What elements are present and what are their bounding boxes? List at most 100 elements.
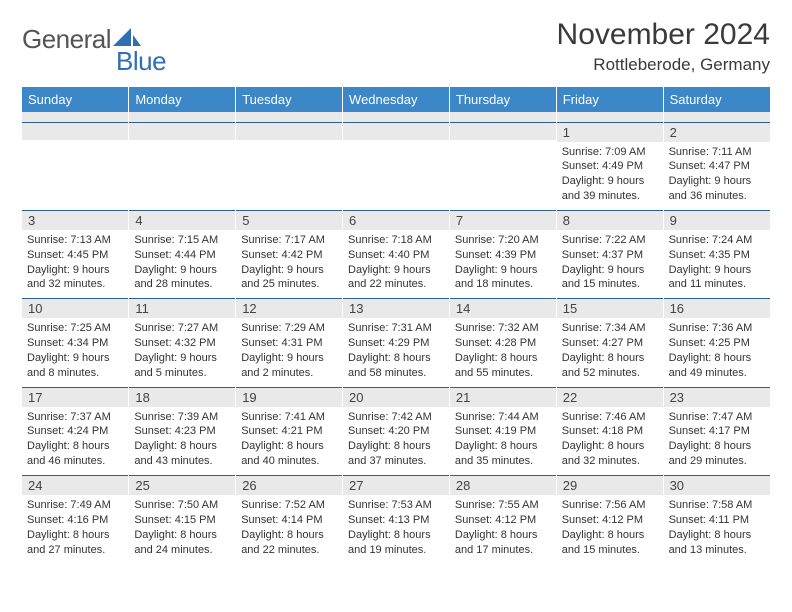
sunrise-line: Sunrise: 7:39 AM	[134, 410, 230, 425]
day-number: 14	[450, 299, 556, 318]
sunset-line: Sunset: 4:13 PM	[348, 513, 444, 528]
day-data: Sunrise: 7:27 AMSunset: 4:32 PMDaylight:…	[129, 318, 235, 386]
sunset-line: Sunset: 4:25 PM	[669, 336, 765, 351]
day-data: Sunrise: 7:44 AMSunset: 4:19 PMDaylight:…	[450, 407, 556, 475]
daylight-line: Daylight: 9 hours and 5 minutes.	[134, 351, 230, 381]
day-data: Sunrise: 7:29 AMSunset: 4:31 PMDaylight:…	[236, 318, 342, 386]
daylight-line: Daylight: 8 hours and 24 minutes.	[134, 528, 230, 558]
calendar-table: SundayMondayTuesdayWednesdayThursdayFrid…	[22, 87, 770, 563]
sunset-line: Sunset: 4:47 PM	[669, 159, 765, 174]
day-data: Sunrise: 7:18 AMSunset: 4:40 PMDaylight:…	[343, 230, 449, 298]
calendar-cell: 10Sunrise: 7:25 AMSunset: 4:34 PMDayligh…	[22, 299, 129, 387]
sunset-line: Sunset: 4:32 PM	[134, 336, 230, 351]
sunset-line: Sunset: 4:35 PM	[669, 248, 765, 263]
day-data: Sunrise: 7:34 AMSunset: 4:27 PMDaylight:…	[557, 318, 663, 386]
weekday-header: Friday	[556, 87, 663, 112]
sunset-line: Sunset: 4:28 PM	[455, 336, 551, 351]
day-number: 24	[22, 476, 128, 495]
weekday-header: Wednesday	[343, 87, 450, 112]
daylight-line: Daylight: 9 hours and 32 minutes.	[27, 263, 123, 293]
day-number	[343, 123, 449, 140]
day-number: 23	[664, 388, 770, 407]
sunset-line: Sunset: 4:17 PM	[669, 424, 765, 439]
daylight-line: Daylight: 8 hours and 19 minutes.	[348, 528, 444, 558]
sunrise-line: Sunrise: 7:44 AM	[455, 410, 551, 425]
daylight-line: Daylight: 8 hours and 52 minutes.	[562, 351, 658, 381]
day-data: Sunrise: 7:50 AMSunset: 4:15 PMDaylight:…	[129, 495, 235, 563]
daylight-line: Daylight: 8 hours and 29 minutes.	[669, 439, 765, 469]
calendar-cell: 27Sunrise: 7:53 AMSunset: 4:13 PMDayligh…	[343, 476, 450, 564]
day-data: Sunrise: 7:55 AMSunset: 4:12 PMDaylight:…	[450, 495, 556, 563]
day-number	[129, 123, 235, 140]
sunrise-line: Sunrise: 7:29 AM	[241, 321, 337, 336]
day-number: 11	[129, 299, 235, 318]
daylight-line: Daylight: 8 hours and 22 minutes.	[241, 528, 337, 558]
sunrise-line: Sunrise: 7:41 AM	[241, 410, 337, 425]
day-number: 13	[343, 299, 449, 318]
sunrise-line: Sunrise: 7:32 AM	[455, 321, 551, 336]
daylight-line: Daylight: 8 hours and 13 minutes.	[669, 528, 765, 558]
logo-text-blue: Blue	[116, 46, 166, 77]
page-title: November 2024	[557, 18, 770, 52]
sunrise-line: Sunrise: 7:49 AM	[27, 498, 123, 513]
calendar-cell: 3Sunrise: 7:13 AMSunset: 4:45 PMDaylight…	[22, 210, 129, 298]
sunrise-line: Sunrise: 7:22 AM	[562, 233, 658, 248]
sunset-line: Sunset: 4:40 PM	[348, 248, 444, 263]
daylight-line: Daylight: 8 hours and 35 minutes.	[455, 439, 551, 469]
calendar-week-row: 1Sunrise: 7:09 AMSunset: 4:49 PMDaylight…	[22, 122, 770, 210]
day-data: Sunrise: 7:15 AMSunset: 4:44 PMDaylight:…	[129, 230, 235, 298]
day-data	[343, 140, 449, 194]
sunrise-line: Sunrise: 7:42 AM	[348, 410, 444, 425]
sunrise-line: Sunrise: 7:53 AM	[348, 498, 444, 513]
daylight-line: Daylight: 9 hours and 8 minutes.	[27, 351, 123, 381]
daylight-line: Daylight: 8 hours and 43 minutes.	[134, 439, 230, 469]
day-data: Sunrise: 7:17 AMSunset: 4:42 PMDaylight:…	[236, 230, 342, 298]
daylight-line: Daylight: 9 hours and 22 minutes.	[348, 263, 444, 293]
day-data: Sunrise: 7:42 AMSunset: 4:20 PMDaylight:…	[343, 407, 449, 475]
sunset-line: Sunset: 4:16 PM	[27, 513, 123, 528]
day-data: Sunrise: 7:58 AMSunset: 4:11 PMDaylight:…	[664, 495, 770, 563]
day-number: 8	[557, 211, 663, 230]
sunset-line: Sunset: 4:44 PM	[134, 248, 230, 263]
calendar-cell: 9Sunrise: 7:24 AMSunset: 4:35 PMDaylight…	[663, 210, 770, 298]
calendar-cell	[22, 122, 129, 210]
sunrise-line: Sunrise: 7:18 AM	[348, 233, 444, 248]
logo-text-general: General	[22, 24, 111, 55]
day-number: 29	[557, 476, 663, 495]
calendar-cell: 21Sunrise: 7:44 AMSunset: 4:19 PMDayligh…	[449, 387, 556, 475]
daylight-line: Daylight: 8 hours and 55 minutes.	[455, 351, 551, 381]
calendar-cell: 29Sunrise: 7:56 AMSunset: 4:12 PMDayligh…	[556, 476, 663, 564]
calendar-cell: 8Sunrise: 7:22 AMSunset: 4:37 PMDaylight…	[556, 210, 663, 298]
daylight-line: Daylight: 8 hours and 27 minutes.	[27, 528, 123, 558]
sunset-line: Sunset: 4:37 PM	[562, 248, 658, 263]
sunrise-line: Sunrise: 7:56 AM	[562, 498, 658, 513]
calendar-cell	[129, 122, 236, 210]
daylight-line: Daylight: 9 hours and 36 minutes.	[669, 174, 765, 204]
day-number: 7	[450, 211, 556, 230]
sunrise-line: Sunrise: 7:27 AM	[134, 321, 230, 336]
sunset-line: Sunset: 4:12 PM	[455, 513, 551, 528]
calendar-cell: 2Sunrise: 7:11 AMSunset: 4:47 PMDaylight…	[663, 122, 770, 210]
day-number	[236, 123, 342, 140]
sunrise-line: Sunrise: 7:20 AM	[455, 233, 551, 248]
sunset-line: Sunset: 4:14 PM	[241, 513, 337, 528]
daylight-line: Daylight: 9 hours and 28 minutes.	[134, 263, 230, 293]
weekday-header: Saturday	[663, 87, 770, 112]
spacer-row	[22, 112, 770, 122]
sunset-line: Sunset: 4:21 PM	[241, 424, 337, 439]
day-data	[22, 140, 128, 194]
calendar-cell	[236, 122, 343, 210]
sunrise-line: Sunrise: 7:15 AM	[134, 233, 230, 248]
daylight-line: Daylight: 8 hours and 49 minutes.	[669, 351, 765, 381]
day-data	[236, 140, 342, 194]
day-data: Sunrise: 7:49 AMSunset: 4:16 PMDaylight:…	[22, 495, 128, 563]
sunset-line: Sunset: 4:42 PM	[241, 248, 337, 263]
calendar-week-row: 10Sunrise: 7:25 AMSunset: 4:34 PMDayligh…	[22, 299, 770, 387]
calendar-cell: 14 Sunrise: 7:32 AMSunset: 4:28 PMDayligh…	[449, 299, 556, 387]
sunrise-line: Sunrise: 7:09 AM	[562, 145, 658, 160]
calendar-cell: 11Sunrise: 7:27 AMSunset: 4:32 PMDayligh…	[129, 299, 236, 387]
daylight-line: Daylight: 8 hours and 58 minutes.	[348, 351, 444, 381]
calendar-cell: 22Sunrise: 7:46 AMSunset: 4:18 PMDayligh…	[556, 387, 663, 475]
daylight-line: Daylight: 9 hours and 25 minutes.	[241, 263, 337, 293]
sunset-line: Sunset: 4:12 PM	[562, 513, 658, 528]
